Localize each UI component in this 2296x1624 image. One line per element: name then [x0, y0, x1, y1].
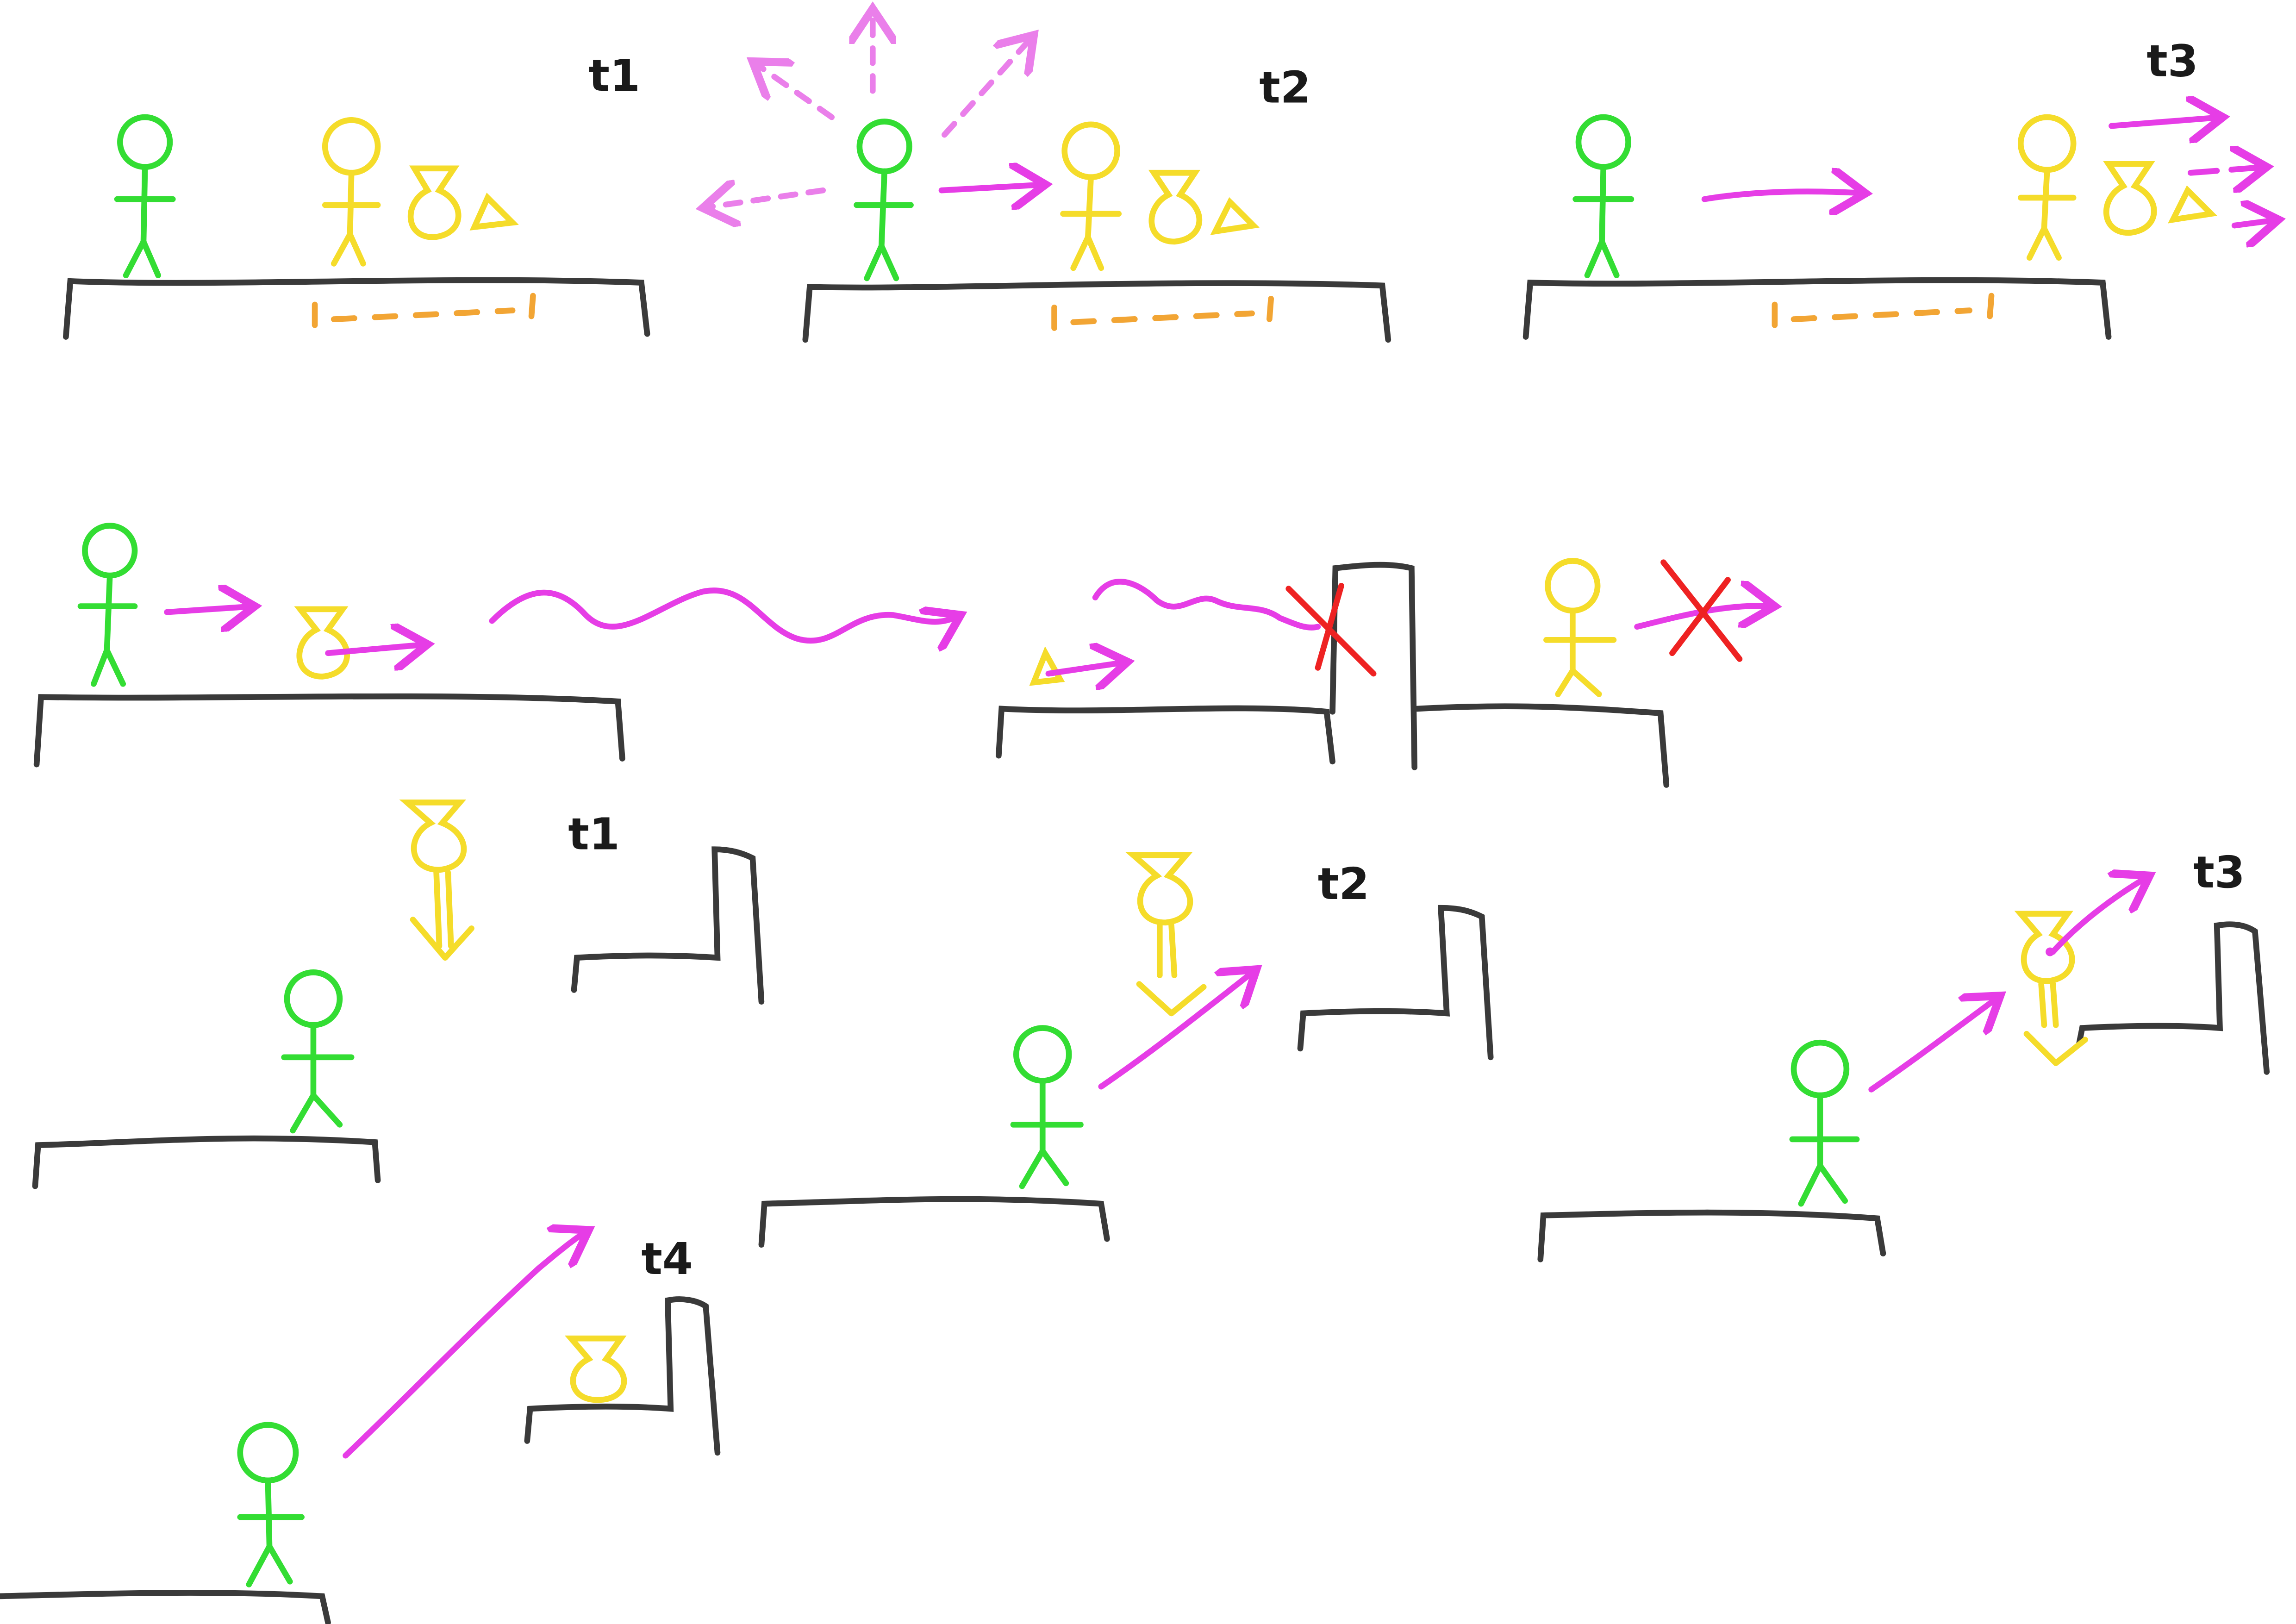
player-stickman	[1010, 1025, 1084, 1189]
player-stickman	[854, 119, 914, 281]
player-stickman	[114, 114, 176, 279]
vase-icon	[2103, 161, 2157, 236]
blocked-noise-wave	[1092, 579, 1321, 631]
time-label-t2: t2	[1318, 859, 1369, 910]
ledge-platform	[1297, 905, 1494, 1061]
vase-icon	[399, 800, 467, 873]
vase-icon	[2014, 911, 2075, 984]
trajectory-arrow	[1868, 996, 2000, 1093]
player-stickman	[1789, 1039, 1860, 1207]
panel-row2-throw	[33, 523, 961, 768]
time-label-t1: t1	[568, 809, 619, 860]
npc-stickman	[1543, 558, 1617, 697]
throw-arrow	[1045, 662, 1128, 674]
vase-flight-arrow	[325, 644, 428, 653]
triangle-icon	[1210, 197, 1260, 235]
player-stickman	[1572, 114, 1635, 279]
time-label-t4: t4	[642, 1234, 693, 1285]
vase-icon	[564, 1335, 627, 1403]
fall-arrow	[1136, 922, 1207, 1017]
zone-dashed-marker	[312, 293, 536, 343]
triangle-icon	[1029, 646, 1065, 686]
panel-row1-t1: t1	[63, 50, 650, 343]
panel-row3-t3: t3	[1537, 847, 2270, 1262]
panel-row3-t2: t2	[758, 852, 1494, 1248]
ground-platform	[0, 1590, 331, 1624]
ground-platform	[33, 693, 625, 768]
vase-icon	[294, 606, 350, 680]
sound-radiating-arrows	[703, 9, 1034, 208]
zone-dashed-marker	[1051, 295, 1274, 349]
ground-platform	[802, 280, 1391, 343]
ground-platform	[32, 1135, 381, 1189]
trajectory-arrow	[1098, 969, 1256, 1090]
ledge-platform	[524, 1296, 721, 1456]
panel-row4-t4: t4	[0, 1230, 721, 1624]
vase-icon	[407, 165, 462, 240]
ground-platform	[1522, 277, 2112, 340]
npc-stickman	[2017, 114, 2077, 261]
zone-dashed-marker	[1772, 293, 1995, 343]
triangle-icon	[469, 193, 519, 231]
fall-arrow	[2023, 981, 2088, 1066]
ground-platform	[1537, 1209, 1886, 1262]
ledge-platform	[2076, 921, 2270, 1075]
blocked-cross-icon	[1660, 559, 1743, 662]
time-label-t2: t2	[1259, 62, 1310, 113]
trajectory-arrow	[343, 1230, 589, 1459]
ground-platform	[996, 705, 1335, 765]
blocked-cross-icon	[1285, 582, 1377, 677]
time-label-t3: t3	[2194, 847, 2245, 898]
move-right-arrow	[1701, 192, 1866, 199]
fall-arrow	[410, 869, 474, 961]
panel-row1-t2: t2	[703, 9, 1391, 349]
panel-row3-t1: t1	[32, 800, 765, 1189]
npc-escape-arrows	[2109, 117, 2278, 225]
npc-stickman	[1060, 121, 1122, 271]
panel-row2-blocked	[996, 558, 1775, 788]
throw-arrow	[164, 606, 255, 612]
move-right-arrow	[938, 185, 1046, 191]
ground-platform	[63, 277, 650, 340]
wall-obstacle	[1329, 562, 1670, 788]
player-stickman	[237, 1422, 305, 1587]
time-label-t1: t1	[589, 50, 640, 101]
impact-dot	[2046, 947, 2055, 956]
time-label-t3: t3	[2146, 36, 2198, 87]
player-stickman	[281, 969, 355, 1134]
trajectory-arrow-continued	[2050, 876, 2150, 955]
triangle-icon	[2168, 185, 2217, 224]
player-stickman	[77, 523, 138, 687]
vase-icon	[1125, 852, 1193, 926]
ledge-platform	[571, 846, 765, 1005]
ground-platform	[758, 1196, 1110, 1248]
npc-stickman	[322, 117, 381, 267]
panel-row1-t3: t3	[1522, 36, 2278, 343]
noise-wave-arrow	[489, 587, 961, 641]
vase-icon	[1148, 169, 1203, 245]
